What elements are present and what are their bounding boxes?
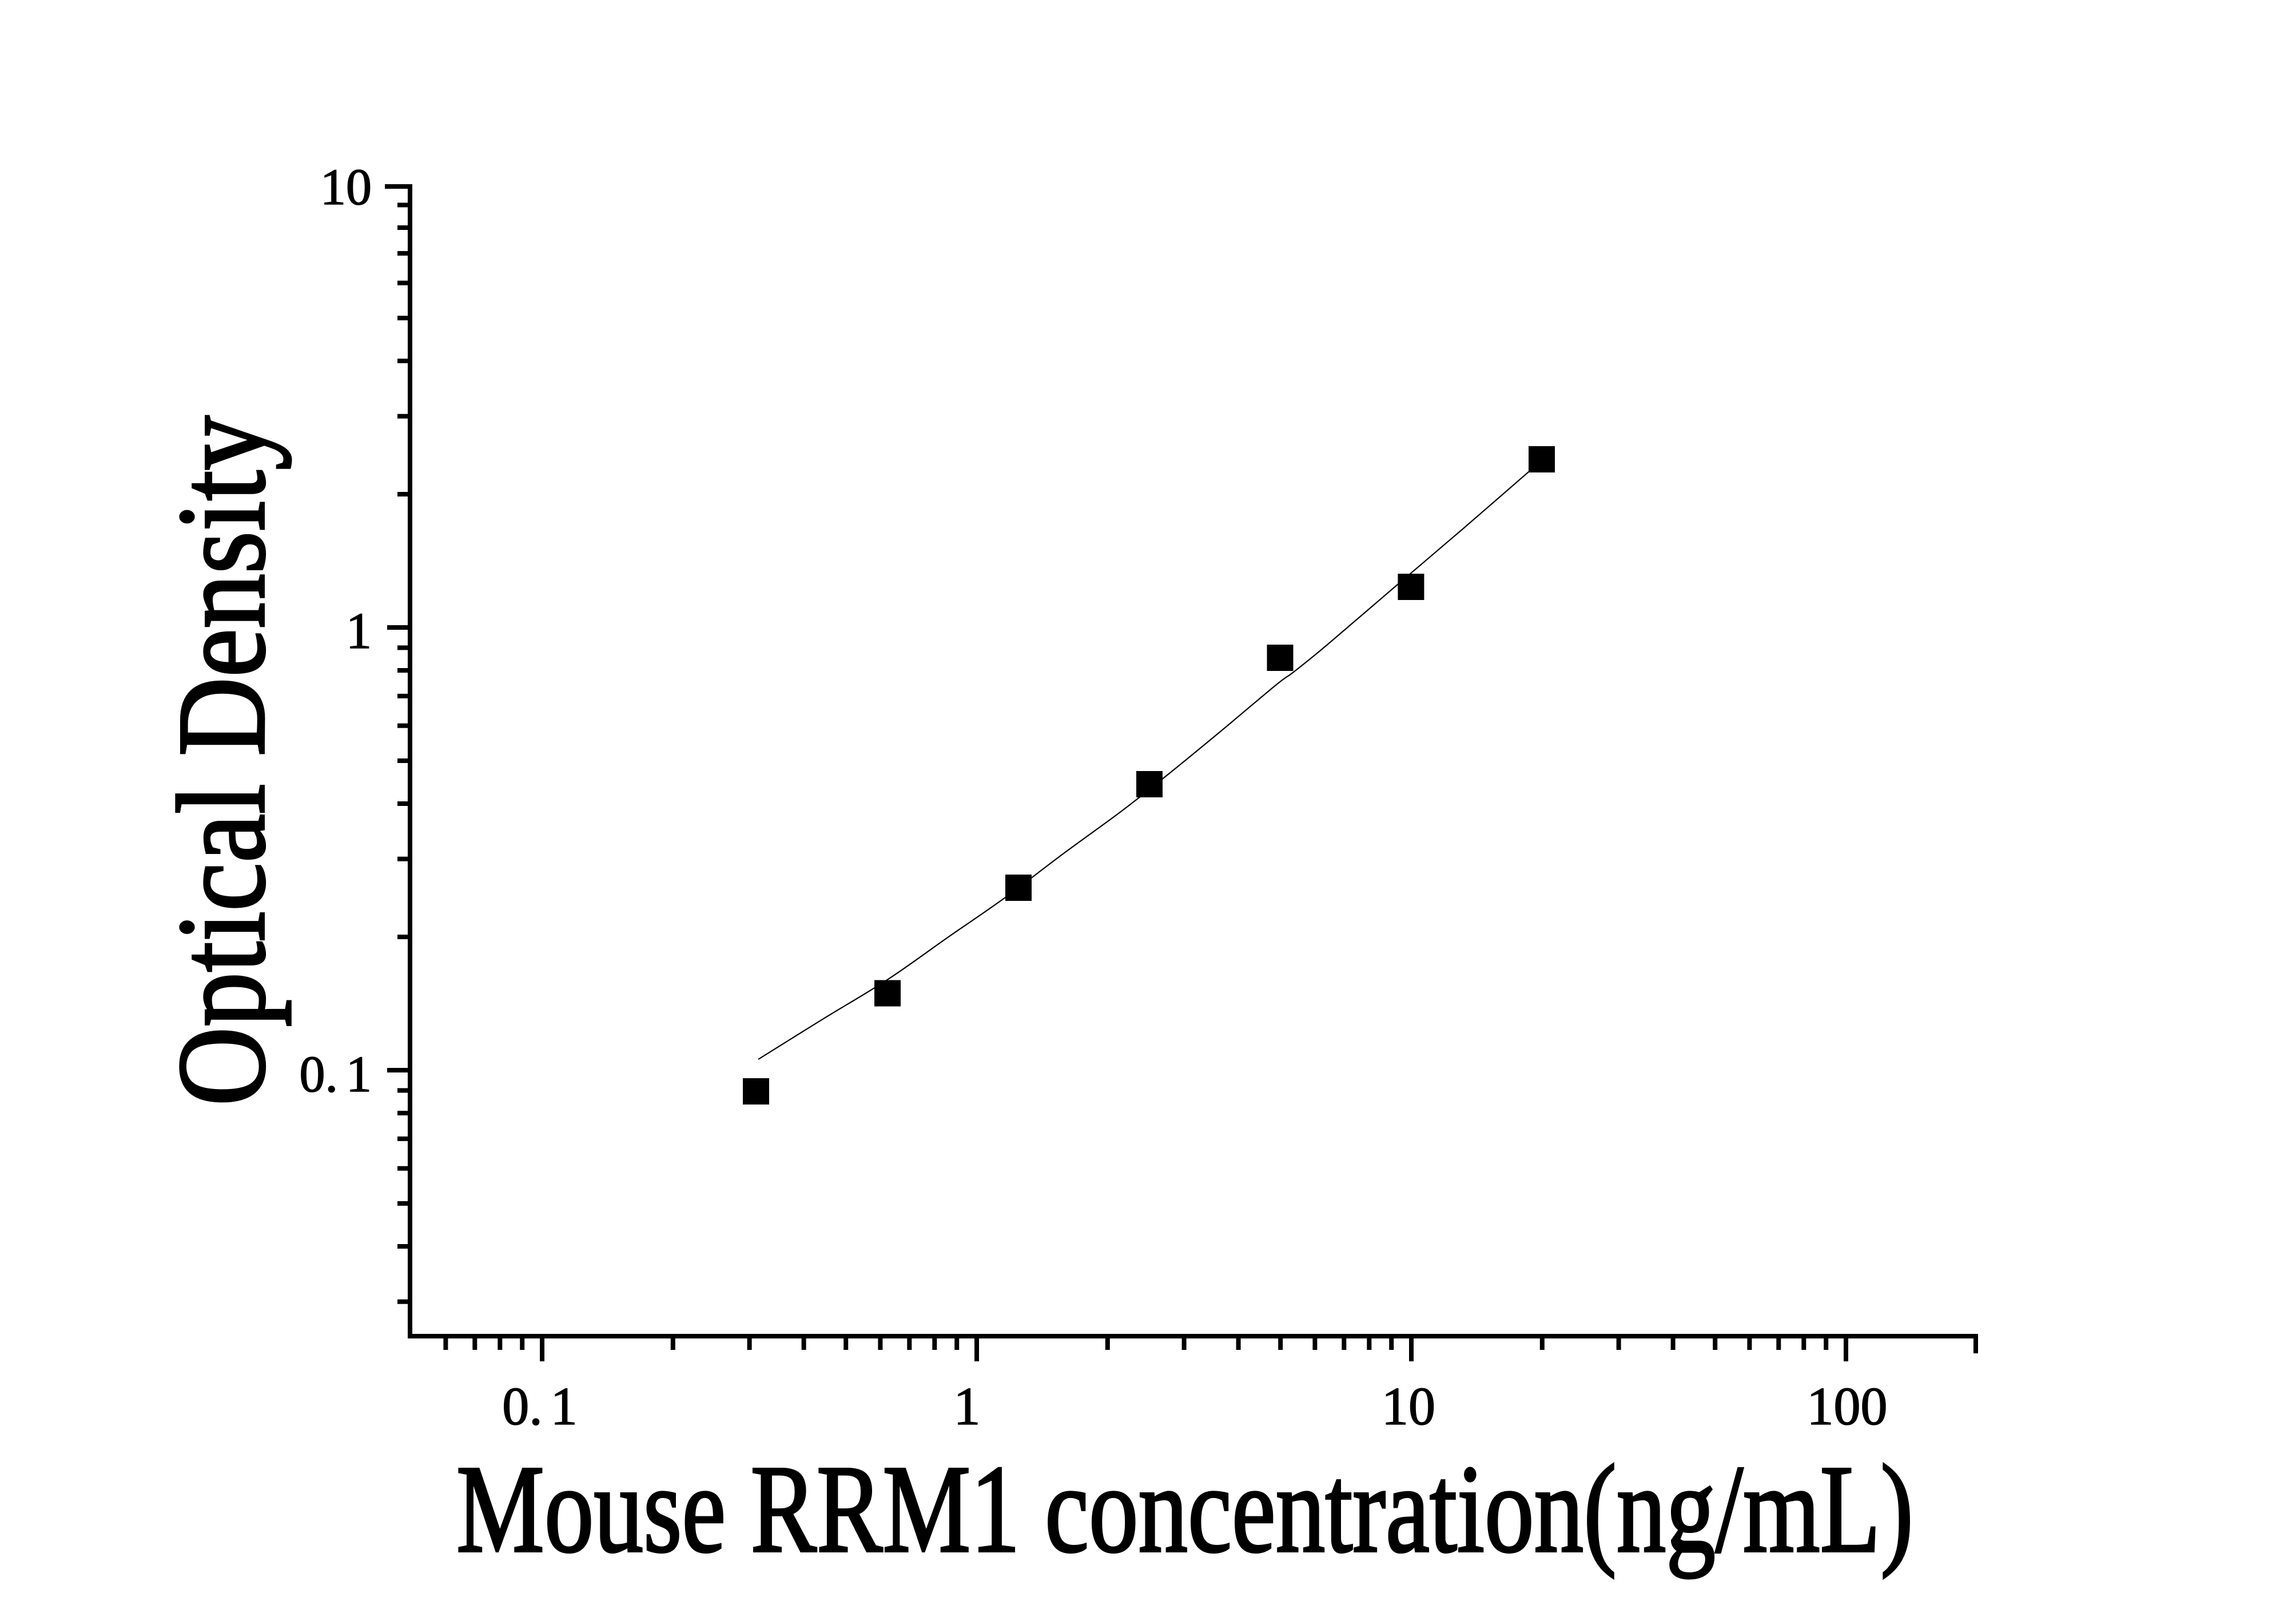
svg-text:1: 1 (954, 1377, 981, 1436)
svg-text:0.1: 0. 1 (502, 1377, 578, 1436)
svg-text:10: 10 (1382, 1377, 1435, 1436)
svg-text:1: 1 (346, 603, 372, 660)
svg-text:Mouse RRM1 concentration(ng/mL: Mouse RRM1 concentration(ng/mL) (456, 1439, 1913, 1579)
svg-text:0.1: 0. 1 (300, 1046, 372, 1103)
svg-text:10: 10 (320, 159, 372, 216)
svg-text:100: 100 (1807, 1377, 1888, 1436)
svg-text:Optical Density: Optical Density (152, 416, 291, 1106)
